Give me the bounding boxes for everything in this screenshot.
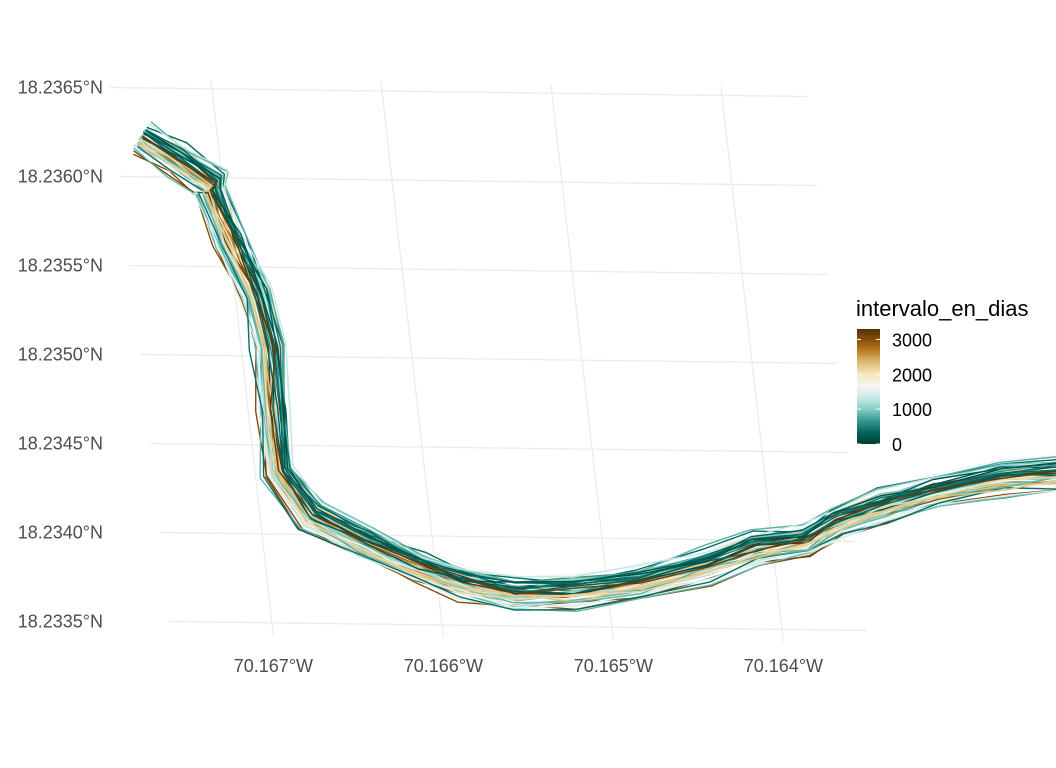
legend-label-1: 2000 bbox=[892, 365, 932, 385]
series-line-42 bbox=[150, 121, 1056, 583]
y-tick-label-2: 18.2345°N bbox=[18, 433, 103, 453]
grid-line-y-6 bbox=[109, 86, 808, 98]
grid-line-y-2 bbox=[149, 442, 848, 454]
y-tick-label-3: 18.2350°N bbox=[18, 344, 103, 364]
grid-line-x-1 bbox=[380, 82, 445, 638]
legend-label-2: 1000 bbox=[892, 400, 932, 420]
grid-line-y-3 bbox=[139, 353, 838, 365]
legend-title: intervalo_en_dias bbox=[856, 296, 1028, 321]
x-tick-label-2: 70.165°W bbox=[574, 656, 653, 676]
y-tick-label-5: 18.2360°N bbox=[18, 166, 103, 186]
axis-layer: 70.167°W 70.166°W 70.165°W 70.164°W 18.2335°… bbox=[18, 77, 823, 676]
y-tick-label-0: 18.2335°N bbox=[18, 611, 103, 631]
y-tick-label-4: 18.2355°N bbox=[18, 255, 103, 275]
x-tick-label-0: 70.167°W bbox=[234, 656, 313, 676]
x-tick-label-1: 70.166°W bbox=[404, 656, 483, 676]
y-tick-label-6: 18.2365°N bbox=[18, 77, 103, 97]
grid-line-x-2 bbox=[550, 84, 615, 640]
series-line-55 bbox=[142, 136, 1056, 595]
series-line-35 bbox=[135, 144, 1056, 609]
series-line-52 bbox=[137, 138, 1056, 600]
x-tick-label-3: 70.164°W bbox=[744, 656, 823, 676]
grid-line-y-0 bbox=[169, 620, 868, 632]
grid-line-y-5 bbox=[119, 175, 818, 187]
legend-label-0: 3000 bbox=[892, 330, 932, 350]
series-line-41 bbox=[134, 144, 1056, 609]
legend: intervalo_en_dias 3000 2000 1000 0 bbox=[856, 296, 1028, 455]
legend-colorbar bbox=[857, 329, 880, 444]
y-tick-label-1: 18.2340°N bbox=[18, 522, 103, 542]
series-line-54 bbox=[143, 132, 1056, 584]
series-line-53 bbox=[146, 130, 1056, 583]
legend-label-3: 0 bbox=[892, 435, 902, 455]
series-layer bbox=[133, 121, 1056, 612]
legend-ticks: 3000 2000 1000 0 bbox=[857, 330, 932, 455]
series-line-49 bbox=[144, 129, 1056, 585]
series-line-48 bbox=[138, 144, 1056, 601]
